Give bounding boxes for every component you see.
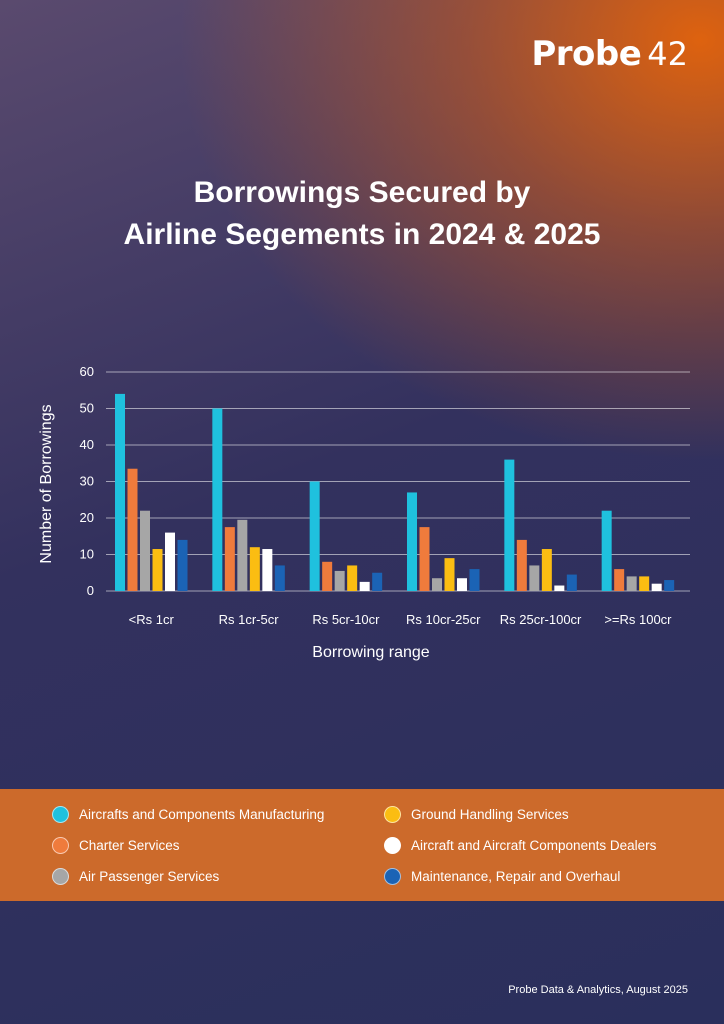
bar-3-2	[432, 578, 442, 591]
bar-5-3	[639, 576, 650, 591]
y-tick-label: 40	[80, 437, 94, 452]
bar-1-1	[224, 527, 235, 591]
bar-2-3	[347, 565, 358, 591]
grid-layer	[106, 371, 690, 592]
x-tick-label: Rs 25cr-100cr	[500, 612, 582, 627]
logo-brand: Probe	[531, 34, 642, 74]
x-tick-label: >=Rs 100cr	[604, 612, 672, 627]
bar-2-4	[359, 581, 370, 591]
legend-swatch	[52, 837, 69, 854]
bar-4-5	[566, 574, 577, 591]
bar-3-3	[444, 558, 455, 591]
legend-item: Charter Services	[52, 837, 180, 854]
legend-label: Aircraft and Aircraft Components Dealers	[411, 838, 657, 853]
y-tick-label: 0	[87, 583, 94, 598]
logo-number: 42	[647, 35, 688, 73]
bar-2-2	[334, 570, 345, 591]
bar-4-4	[554, 585, 565, 591]
bar-2-5	[372, 572, 383, 591]
legend-item: Aircraft and Aircraft Components Dealers	[384, 837, 656, 854]
bar-3-1	[419, 527, 430, 591]
bar-5-5	[664, 580, 675, 591]
legend-label: Maintenance, Repair and Overhaul	[411, 869, 621, 884]
legend-swatch	[52, 868, 69, 885]
y-axis-label: Number of Borrowings	[38, 404, 55, 563]
bar-4-1	[516, 539, 527, 591]
legend-item: Ground Handling Services	[384, 806, 569, 823]
y-tick-label: 20	[80, 510, 94, 525]
y-tick-label: 30	[80, 474, 94, 489]
legend-item: Maintenance, Repair and Overhaul	[384, 868, 620, 885]
chart-title-line1: Borrowings Secured by	[193, 176, 531, 209]
bar-3-5	[469, 569, 480, 591]
probe42-logo: Probe 42	[531, 34, 688, 74]
bar-1-3	[249, 547, 260, 591]
bar-1-0	[212, 408, 223, 591]
bar-4-3	[541, 549, 552, 591]
legend-item: Aircrafts and Components Manufacturing	[52, 806, 324, 823]
label-layer: 0 10 20 30 40 50 60 <Rs 1cr Rs 1cr-5cr Rs 5cr-10c…	[80, 364, 673, 627]
chart-title-line2: Airline Segements in 2024 & 2025	[123, 218, 601, 251]
bar-0-4	[165, 532, 175, 591]
bar-5-2	[626, 576, 637, 591]
y-tick-label: 60	[80, 364, 94, 379]
bar-chart-svg: 0 10 20 30 40 50 60 <Rs 1cr Rs 1cr-5cr Rs 5cr-10c…	[38, 364, 690, 661]
bar-0-5	[177, 539, 188, 591]
bar-3-0	[407, 492, 417, 591]
legend-label: Ground Handling Services	[411, 807, 569, 822]
x-tick-label: Rs 1cr-5cr	[219, 612, 280, 627]
legend-label: Aircrafts and Components Manufacturing	[79, 807, 325, 822]
legend-swatch	[384, 837, 401, 854]
x-axis-label: Borrowing range	[312, 644, 430, 661]
bar-1-5	[274, 565, 285, 591]
x-tick-label: Rs 10cr-25cr	[406, 612, 481, 627]
x-tick-label: Rs 5cr-10cr	[312, 612, 380, 627]
bar-0-1	[127, 468, 138, 591]
bar-5-0	[601, 510, 612, 591]
bar-0-3	[152, 549, 163, 591]
y-tick-label: 10	[80, 547, 94, 562]
bar-0-0	[115, 393, 125, 591]
bar-1-2	[237, 519, 248, 591]
legend: Aircrafts and Components Manufacturing C…	[0, 789, 724, 901]
bar-0-2	[140, 510, 150, 591]
legend-swatch	[384, 806, 401, 823]
x-tick-label: <Rs 1cr	[129, 612, 175, 627]
bar-4-2	[529, 565, 540, 591]
bar-3-4	[457, 578, 467, 591]
chart-title: Borrowings Secured by Airline Segements …	[0, 172, 724, 256]
bar-5-4	[651, 583, 662, 591]
bar-1-4	[262, 549, 273, 591]
bar-chart: 0 10 20 30 40 50 60 <Rs 1cr Rs 1cr-5cr Rs 5cr-10c…	[0, 340, 724, 680]
bar-layer	[115, 393, 675, 591]
legend-swatch	[52, 806, 69, 823]
legend-label: Charter Services	[79, 838, 180, 853]
footer-credit: Probe Data & Analytics, August 2025	[508, 984, 688, 996]
legend-label: Air Passenger Services	[79, 869, 220, 884]
bar-2-1	[322, 561, 333, 591]
y-tick-label: 50	[80, 401, 94, 416]
bar-2-0	[309, 481, 320, 591]
legend-item: Air Passenger Services	[52, 868, 219, 885]
bar-5-1	[614, 569, 625, 591]
bar-4-0	[504, 459, 515, 591]
legend-swatch	[384, 868, 401, 885]
